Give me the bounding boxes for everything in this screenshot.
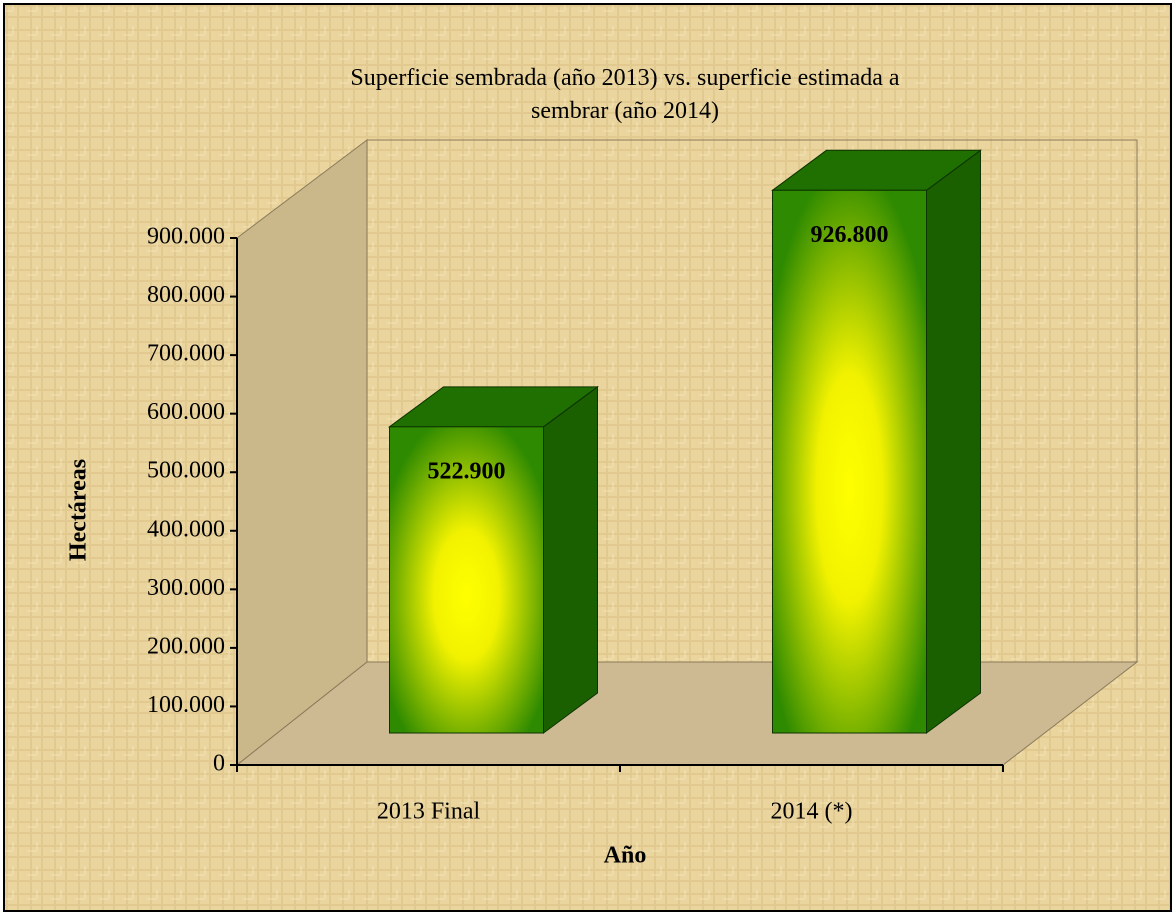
value-label: 522.900 xyxy=(428,458,506,484)
y-tick-label: 800.000 xyxy=(147,282,225,308)
bar-side xyxy=(543,385,598,734)
y-tick-label: 700.000 xyxy=(147,341,225,367)
y-axis-label: Hectáreas xyxy=(66,459,92,561)
y-tick-label: 900.000 xyxy=(147,224,225,250)
floor xyxy=(235,661,1139,766)
bar xyxy=(772,189,927,734)
value-label: 926.800 xyxy=(811,222,889,248)
x-tick-label: 2014 (*) xyxy=(771,799,853,825)
side-wall xyxy=(236,138,368,767)
y-tick-label: 0 xyxy=(213,751,225,777)
y-tick-label: 400.000 xyxy=(147,516,225,542)
x-tick-label: 2013 Final xyxy=(377,799,481,825)
y-tick-label: 600.000 xyxy=(147,399,225,425)
y-tick-label: 300.000 xyxy=(147,575,225,601)
y-tick-label: 100.000 xyxy=(147,692,225,718)
y-tick-label: 500.000 xyxy=(147,458,225,484)
x-axis-label: Año xyxy=(604,843,647,869)
bar xyxy=(389,426,544,734)
bar-side xyxy=(926,149,981,734)
chart-title: Superficie sembrada (año 2013) vs. super… xyxy=(350,65,900,124)
y-tick-label: 200.000 xyxy=(147,633,225,659)
